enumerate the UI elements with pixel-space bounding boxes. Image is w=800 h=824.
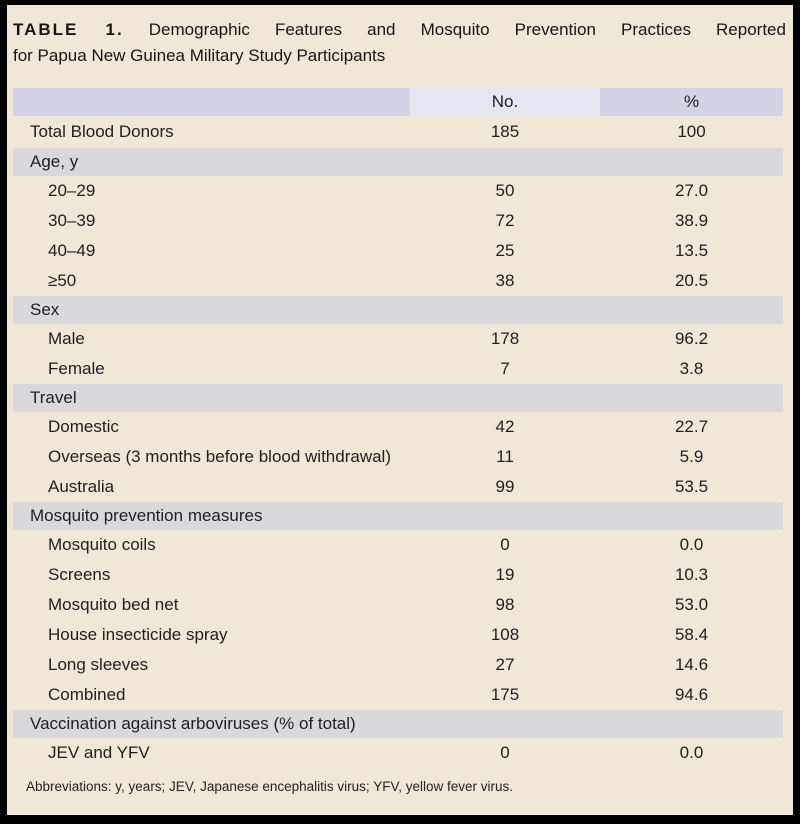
table-row-combined: Combined 175 94.6 <box>13 680 783 710</box>
row-pct-value: 94.6 <box>674 685 709 704</box>
row-label: ≥50 <box>48 271 77 290</box>
table-title-text: Demographic Features and Mosquito Preven… <box>148 20 786 39</box>
row-no-value: 178 <box>490 329 520 348</box>
row-pct-value: 14.6 <box>674 655 709 674</box>
table-number-label: TABLE 1. <box>13 20 124 39</box>
row-no-value: 50 <box>495 181 515 200</box>
table-header-row: No. % <box>13 88 783 116</box>
row-label: JEV and YFV <box>48 743 150 762</box>
row-label: Domestic <box>48 417 119 436</box>
table-title-line2: for Papua New Guinea Military Study Part… <box>13 46 386 65</box>
row-no-value: 0 <box>500 535 510 554</box>
row-no-value: 42 <box>495 417 515 436</box>
table-row-domestic: Domestic 42 22.7 <box>13 412 783 442</box>
section-label: Sex <box>30 300 60 319</box>
row-no-value: 11 <box>496 447 514 466</box>
table-row-age-50-plus: ≥50 38 20.5 <box>13 266 783 296</box>
row-label: Australia <box>48 477 115 496</box>
row-label: Overseas (3 months before blood withdraw… <box>48 447 391 466</box>
section-row-vaccination: Vaccination against arboviruses (% of to… <box>13 710 783 738</box>
row-no-value: 98 <box>495 595 515 614</box>
row-no-value: 175 <box>490 685 520 704</box>
section-row-sex: Sex <box>13 296 783 324</box>
table-row-screens: Screens 19 10.3 <box>13 560 783 590</box>
row-pct-value: 0.0 <box>679 535 704 554</box>
section-label: Mosquito prevention measures <box>30 506 263 525</box>
table-row-female: Female 7 3.8 <box>13 354 783 384</box>
row-no-value: 108 <box>490 625 520 644</box>
table-row-australia: Australia 99 53.5 <box>13 472 783 502</box>
table-row-age-40-49: 40–49 25 13.5 <box>13 236 783 266</box>
row-pct-value: 5.9 <box>679 447 704 466</box>
row-label: Total Blood Donors <box>30 122 174 141</box>
row-pct-value: 96.2 <box>674 329 709 348</box>
table-row-jev-yfv: JEV and YFV 0 0.0 <box>13 738 783 768</box>
row-label: Long sleeves <box>48 655 149 674</box>
row-label: Mosquito coils <box>48 535 156 554</box>
header-no-cell: No. <box>410 88 600 116</box>
table-title: TABLE 1. Demographic Features and Mosqui… <box>13 17 786 69</box>
row-pct-value: 10.3 <box>674 565 709 584</box>
section-row-mosquito-prevention: Mosquito prevention measures <box>13 502 783 530</box>
section-label: Travel <box>30 388 77 407</box>
row-no-value: 7 <box>500 359 510 378</box>
row-label: Screens <box>48 565 111 584</box>
row-pct-value: 53.5 <box>674 477 709 496</box>
row-pct-value: 22.7 <box>674 417 709 436</box>
section-label: Vaccination against arboviruses (% of to… <box>30 714 356 733</box>
row-pct-value: 13.5 <box>674 241 709 260</box>
row-pct-value: 0.0 <box>679 743 704 762</box>
header-pct-cell: % <box>600 88 783 116</box>
header-label-cell <box>13 88 410 116</box>
row-no-value: 72 <box>495 211 515 230</box>
row-pct-value: 53.0 <box>674 595 709 614</box>
row-label: 30–39 <box>48 211 96 230</box>
row-no-value: 25 <box>495 241 515 260</box>
row-pct-value: 3.8 <box>679 359 704 378</box>
table-row-overseas: Overseas (3 months before blood withdraw… <box>13 442 783 472</box>
table-row-insecticide-spray: House insecticide spray 108 58.4 <box>13 620 783 650</box>
row-label: Male <box>48 329 85 348</box>
row-no-value: 27 <box>495 655 515 674</box>
abbreviations-footnote: Abbreviations: y, years; JEV, Japanese e… <box>26 779 513 794</box>
table-row-bed-net: Mosquito bed net 98 53.0 <box>13 590 783 620</box>
section-row-age: Age, y <box>13 148 783 176</box>
row-no-value: 19 <box>495 565 515 584</box>
row-label: 20–29 <box>48 181 96 200</box>
row-pct-value: 38.9 <box>674 211 709 230</box>
row-no-value: 99 <box>495 477 515 496</box>
section-label: Age, y <box>30 152 79 171</box>
table-row-age-20-29: 20–29 50 27.0 <box>13 176 783 206</box>
row-label: Combined <box>48 685 126 704</box>
section-row-travel: Travel <box>13 384 783 412</box>
row-no-value: 38 <box>495 271 515 290</box>
row-no-value: 0 <box>500 743 510 762</box>
table-row-mosquito-coils: Mosquito coils 0 0.0 <box>13 530 783 560</box>
row-label: House insecticide spray <box>48 625 228 644</box>
row-no-value: 185 <box>490 122 520 141</box>
table-row-total-blood-donors: Total Blood Donors 185 100 <box>13 116 783 148</box>
demographics-table: No. % Total Blood Donors 185 100 Age, y … <box>13 88 783 768</box>
table-row-long-sleeves: Long sleeves 27 14.6 <box>13 650 783 680</box>
table-title-line1: TABLE 1. Demographic Features and Mosqui… <box>13 17 786 43</box>
row-pct-value: 20.5 <box>674 271 709 290</box>
row-pct-value: 100 <box>677 122 706 141</box>
table-row-male: Male 178 96.2 <box>13 324 783 354</box>
row-label: Mosquito bed net <box>48 595 179 614</box>
row-pct-value: 58.4 <box>674 625 709 644</box>
row-label: Female <box>48 359 105 378</box>
row-label: 40–49 <box>48 241 96 260</box>
table-row-age-30-39: 30–39 72 38.9 <box>13 206 783 236</box>
row-pct-value: 27.0 <box>674 181 709 200</box>
